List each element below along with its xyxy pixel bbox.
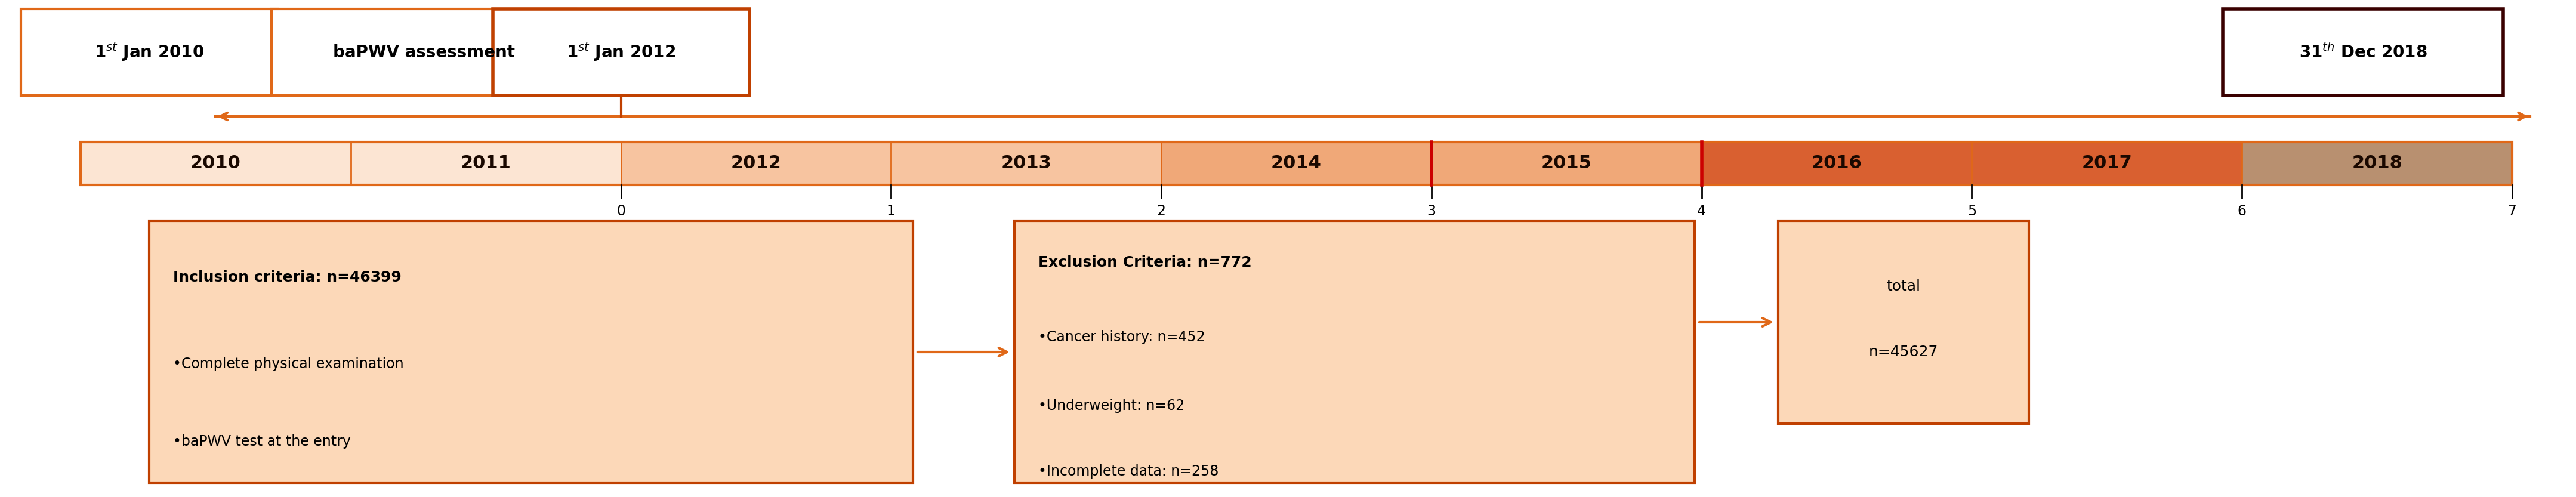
- Bar: [1971, 142, 2241, 185]
- Bar: [621, 142, 891, 185]
- Text: Inclusion criteria: n=46399: Inclusion criteria: n=46399: [173, 270, 402, 285]
- Text: 0: 0: [616, 204, 626, 218]
- Bar: [80, 142, 350, 185]
- Bar: [149, 221, 912, 483]
- Bar: [492, 9, 750, 95]
- Text: 2016: 2016: [1811, 155, 1862, 172]
- Text: baPWV assessment: baPWV assessment: [332, 44, 515, 61]
- Text: 2: 2: [1157, 204, 1167, 218]
- Text: •Cancer history: n=452: •Cancer history: n=452: [1038, 330, 1206, 344]
- Text: 7: 7: [2506, 204, 2517, 218]
- Text: 2012: 2012: [732, 155, 781, 172]
- Bar: [270, 9, 577, 95]
- Text: total: total: [1886, 279, 1922, 294]
- Text: 4: 4: [1698, 204, 1705, 218]
- Bar: [2241, 142, 2512, 185]
- Text: 1$^{st}$ Jan 2012: 1$^{st}$ Jan 2012: [567, 42, 675, 63]
- Text: 2010: 2010: [191, 155, 242, 172]
- Bar: [2223, 9, 2504, 95]
- Text: •Complete physical examination: •Complete physical examination: [173, 357, 404, 371]
- Bar: [1432, 142, 1703, 185]
- Text: 2015: 2015: [1540, 155, 1592, 172]
- Text: 5: 5: [1968, 204, 1976, 218]
- Text: •baPWV test at the entry: •baPWV test at the entry: [173, 434, 350, 449]
- Text: 1$^{st}$ Jan 2010: 1$^{st}$ Jan 2010: [95, 42, 204, 63]
- Bar: [80, 142, 2512, 185]
- Text: n=45627: n=45627: [1868, 345, 1937, 359]
- Text: 3: 3: [1427, 204, 1435, 218]
- Bar: [21, 9, 278, 95]
- Text: 31$^{th}$ Dec 2018: 31$^{th}$ Dec 2018: [2298, 43, 2427, 61]
- Text: 1: 1: [886, 204, 896, 218]
- Bar: [1777, 221, 2030, 423]
- Text: 2017: 2017: [2081, 155, 2133, 172]
- Text: 2018: 2018: [2352, 155, 2403, 172]
- Text: 2013: 2013: [1002, 155, 1051, 172]
- Text: 6: 6: [2239, 204, 2246, 218]
- Bar: [891, 142, 1162, 185]
- Text: 2014: 2014: [1270, 155, 1321, 172]
- Bar: [1703, 142, 1971, 185]
- Bar: [1015, 221, 1695, 483]
- Text: 2011: 2011: [461, 155, 510, 172]
- Bar: [350, 142, 621, 185]
- Bar: [1162, 142, 1432, 185]
- Text: •Incomplete data: n=258: •Incomplete data: n=258: [1038, 464, 1218, 479]
- Text: Exclusion Criteria: n=772: Exclusion Criteria: n=772: [1038, 255, 1252, 270]
- Text: •Underweight: n=62: •Underweight: n=62: [1038, 399, 1185, 413]
